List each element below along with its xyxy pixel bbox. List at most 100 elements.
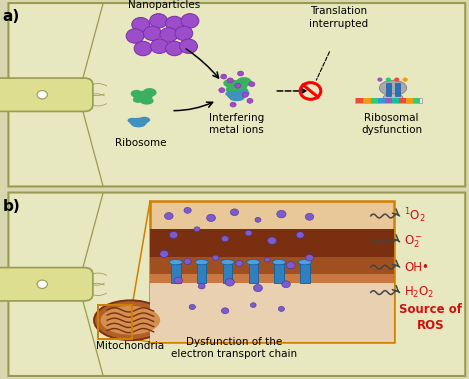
Bar — [355, 98, 422, 103]
Ellipse shape — [227, 91, 247, 100]
Circle shape — [194, 227, 200, 232]
Circle shape — [134, 41, 152, 56]
Bar — [150, 274, 394, 283]
Text: Mitochondria: Mitochondria — [96, 341, 165, 351]
Bar — [392, 98, 399, 103]
Circle shape — [237, 71, 244, 76]
Circle shape — [181, 14, 199, 28]
Bar — [356, 98, 363, 103]
Circle shape — [296, 232, 304, 238]
Circle shape — [180, 39, 197, 53]
Bar — [406, 98, 413, 103]
Ellipse shape — [298, 260, 311, 265]
Ellipse shape — [223, 79, 236, 88]
Circle shape — [132, 17, 150, 32]
Circle shape — [305, 213, 314, 220]
Circle shape — [402, 78, 408, 82]
Ellipse shape — [237, 90, 250, 97]
Text: Source of
ROS: Source of ROS — [399, 303, 462, 332]
Text: Translation
interrupted: Translation interrupted — [309, 6, 368, 28]
Bar — [395, 83, 400, 96]
Circle shape — [227, 78, 233, 83]
Bar — [274, 265, 284, 283]
Ellipse shape — [134, 91, 152, 103]
Ellipse shape — [379, 80, 407, 96]
Ellipse shape — [138, 117, 150, 123]
Bar — [385, 98, 392, 103]
Ellipse shape — [227, 80, 247, 93]
Circle shape — [249, 81, 255, 87]
Circle shape — [230, 102, 236, 107]
Ellipse shape — [236, 77, 251, 87]
Ellipse shape — [130, 90, 142, 97]
Bar — [399, 98, 406, 103]
Text: Nanoparticles: Nanoparticles — [128, 0, 200, 10]
Ellipse shape — [195, 260, 208, 265]
Circle shape — [221, 236, 229, 242]
Circle shape — [166, 41, 183, 56]
Ellipse shape — [129, 118, 147, 126]
Circle shape — [198, 283, 205, 289]
Text: O$_2^-$: O$_2^-$ — [404, 233, 424, 250]
Circle shape — [207, 215, 215, 221]
Circle shape — [225, 279, 234, 286]
Bar — [363, 98, 371, 103]
Circle shape — [169, 232, 178, 238]
Bar — [371, 98, 378, 103]
Bar — [150, 283, 394, 342]
Circle shape — [277, 210, 286, 218]
Ellipse shape — [94, 300, 167, 340]
Text: a): a) — [2, 9, 20, 25]
Circle shape — [189, 304, 196, 310]
Ellipse shape — [229, 96, 244, 101]
Circle shape — [166, 16, 183, 31]
Circle shape — [184, 207, 191, 213]
Ellipse shape — [226, 86, 237, 93]
Circle shape — [184, 258, 191, 265]
Circle shape — [174, 277, 182, 284]
Bar — [413, 98, 420, 103]
Circle shape — [234, 83, 241, 88]
Circle shape — [212, 255, 219, 260]
Circle shape — [150, 14, 167, 28]
Ellipse shape — [247, 260, 260, 265]
Ellipse shape — [100, 306, 160, 335]
Circle shape — [394, 78, 399, 82]
Ellipse shape — [233, 87, 249, 95]
Circle shape — [37, 91, 47, 99]
Circle shape — [230, 209, 239, 216]
Circle shape — [151, 39, 168, 53]
Circle shape — [160, 251, 168, 257]
Text: b): b) — [2, 199, 20, 214]
Ellipse shape — [128, 118, 137, 123]
Circle shape — [245, 230, 252, 236]
Ellipse shape — [169, 260, 182, 265]
Circle shape — [282, 281, 290, 288]
Ellipse shape — [383, 94, 403, 102]
Circle shape — [242, 92, 248, 97]
Circle shape — [278, 306, 285, 312]
Circle shape — [255, 218, 261, 222]
Bar — [150, 257, 394, 274]
Bar — [378, 98, 385, 103]
Text: Ribosome: Ribosome — [115, 138, 166, 148]
Bar — [249, 265, 258, 283]
Circle shape — [386, 78, 391, 82]
FancyBboxPatch shape — [0, 268, 93, 301]
Bar — [150, 229, 394, 257]
Text: Interfering
metal ions: Interfering metal ions — [209, 113, 265, 135]
Circle shape — [221, 308, 229, 314]
Circle shape — [37, 280, 47, 288]
Text: $^1$O$_2$: $^1$O$_2$ — [404, 207, 426, 226]
Circle shape — [250, 303, 256, 307]
Circle shape — [165, 213, 173, 219]
FancyBboxPatch shape — [8, 3, 465, 186]
Bar — [98, 305, 132, 339]
Circle shape — [247, 99, 253, 103]
Circle shape — [175, 26, 193, 41]
Circle shape — [267, 237, 277, 244]
FancyBboxPatch shape — [8, 193, 465, 376]
FancyBboxPatch shape — [0, 78, 93, 111]
Circle shape — [126, 29, 144, 43]
Circle shape — [377, 78, 382, 82]
